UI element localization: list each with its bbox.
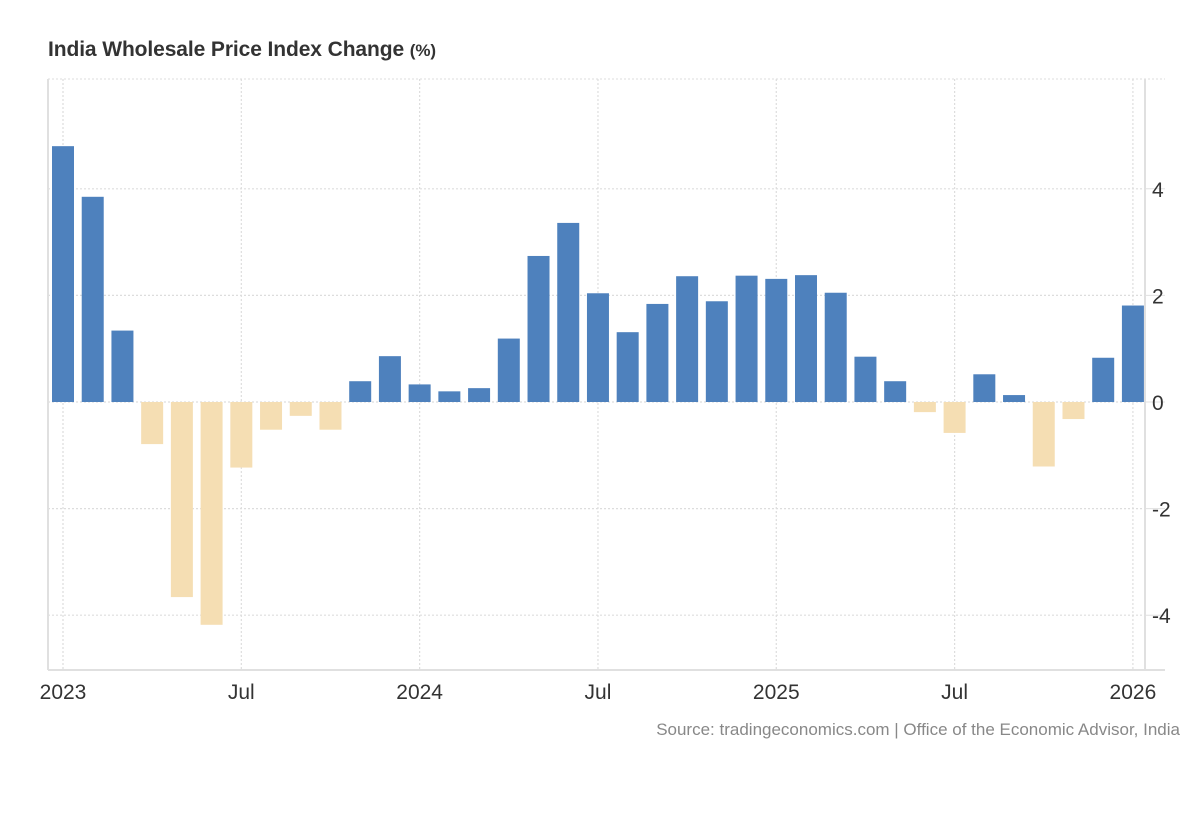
bar: [1062, 402, 1085, 420]
bar: [497, 338, 520, 402]
bar: [765, 278, 788, 402]
bar: [795, 275, 817, 402]
x-tick-label: Jul: [228, 681, 255, 704]
y-tick-label: 2: [1152, 285, 1164, 308]
y-tick-label: 4: [1152, 179, 1164, 202]
x-tick-label: 2023: [40, 681, 87, 704]
bar: [1032, 402, 1055, 467]
y-tick-label: -4: [1152, 605, 1171, 628]
bar: [319, 402, 342, 430]
source-note: Source: tradingeconomics.com | Office of…: [656, 720, 1180, 739]
bar: [111, 330, 134, 402]
bar: [884, 381, 907, 402]
bar: [824, 292, 847, 402]
tick-labels: -4 -2 0 2 4 2023 Jul 2024 Jul 2025 Jul 2026: [40, 179, 1171, 704]
bar: [854, 356, 877, 402]
axes: [47, 79, 1165, 671]
bar: [468, 388, 491, 402]
bar: [52, 146, 74, 402]
bar: [408, 384, 431, 402]
bar: [1003, 395, 1026, 402]
bar: [289, 402, 312, 416]
bar: [349, 381, 372, 402]
bar: [646, 303, 669, 402]
x-tick-label: Jul: [585, 681, 612, 704]
y-tick-label: 0: [1152, 392, 1164, 415]
chart-title-text: India Wholesale Price Index Change: [48, 38, 405, 61]
x-tick-label: 2025: [753, 681, 800, 704]
x-tick-label: 2026: [1110, 681, 1157, 704]
bar: [557, 222, 580, 402]
bar: [913, 402, 936, 413]
bar: [1121, 305, 1144, 402]
bar: [527, 255, 550, 402]
bar: [141, 402, 164, 445]
bar: [586, 293, 609, 402]
x-tick-label: 2024: [396, 681, 443, 704]
bar: [735, 275, 758, 402]
bar: [170, 402, 193, 598]
bar: [943, 402, 966, 433]
chart-title: India Wholesale Price Index Change (%): [48, 38, 436, 62]
bars: [52, 146, 1144, 625]
y-tick-label: -2: [1152, 499, 1171, 522]
chart-title-unit: (%): [409, 41, 436, 60]
bar: [230, 402, 253, 468]
bar: [973, 374, 996, 402]
bar: [81, 196, 104, 402]
bar: [676, 276, 699, 402]
bar: [200, 402, 223, 625]
bar: [705, 301, 728, 402]
bar: [260, 402, 283, 430]
bar: [438, 391, 461, 402]
x-tick-label: Jul: [941, 681, 968, 704]
bar: [1092, 357, 1115, 402]
bar: [378, 356, 401, 402]
bar: [616, 332, 639, 402]
